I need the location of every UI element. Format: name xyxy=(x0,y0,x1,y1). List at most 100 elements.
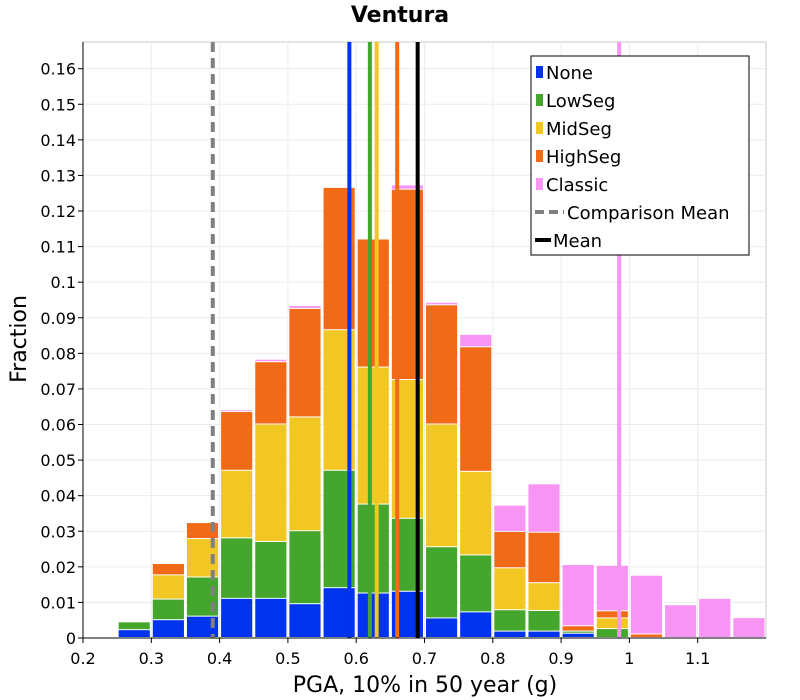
bar-highseg-bin-12 xyxy=(528,532,560,583)
bar-lowseg-bin-7 xyxy=(357,504,389,593)
bar-highseg-bin-1 xyxy=(152,563,184,575)
y-tick-label: 0.11 xyxy=(40,238,76,257)
y-tick-label: 0.15 xyxy=(40,95,76,114)
bar-lowseg-bin-5 xyxy=(289,531,321,604)
legend-swatch-lowseg xyxy=(536,94,543,106)
bar-classic-bin-14 xyxy=(596,565,628,611)
bar-none-bin-7 xyxy=(357,593,389,637)
y-tick-label: 0 xyxy=(66,629,76,648)
bar-highseg-bin-15 xyxy=(630,634,663,637)
bar-highseg-bin-10 xyxy=(460,347,492,471)
bar-lowseg-bin-9 xyxy=(426,547,458,618)
bar-highseg-bin-13 xyxy=(562,626,594,631)
x-tick-label: 0.2 xyxy=(70,649,95,668)
bar-none-bin-4 xyxy=(255,598,287,637)
bar-none-bin-11 xyxy=(494,631,526,637)
bar-highseg-bin-3 xyxy=(221,412,253,470)
bar-classic-bin-15 xyxy=(630,575,663,634)
bar-none-bin-9 xyxy=(426,618,458,637)
x-tick-label: 1 xyxy=(624,649,634,668)
x-tick-label: 0.8 xyxy=(480,649,505,668)
bar-none-bin-2 xyxy=(186,616,219,637)
bar-highseg-bin-4 xyxy=(255,362,287,424)
bar-classic-bin-9 xyxy=(426,302,458,305)
bar-classic-bin-17 xyxy=(699,598,731,637)
bar-midseg-bin-3 xyxy=(221,470,253,538)
bar-midseg-bin-11 xyxy=(494,568,526,610)
legend-label-comparison-mean: Comparison Mean xyxy=(567,203,730,224)
bar-classic-bin-16 xyxy=(665,605,697,637)
bar-none-bin-10 xyxy=(460,612,492,637)
legend-swatch-midseg xyxy=(536,122,543,134)
bar-lowseg-bin-11 xyxy=(494,610,526,631)
bar-highseg-bin-11 xyxy=(494,531,526,568)
bar-classic-bin-3 xyxy=(221,410,253,412)
bar-lowseg-bin-10 xyxy=(460,555,492,612)
y-tick-label: 0.05 xyxy=(40,451,76,470)
axes: 0.2 0.3 0.4 0.5 0.6 0.7 0.8 0.9 1 1.1 0 0.01 0.02 0.0… xyxy=(40,42,766,668)
legend-swatch-none xyxy=(536,66,543,78)
bar-none-bin-12 xyxy=(528,631,560,637)
legend: None LowSeg MidSeg HighSeg Classic Comparison… xyxy=(530,55,750,256)
y-tick-label: 0.04 xyxy=(40,487,76,506)
y-tick-label: 0.08 xyxy=(40,344,76,363)
bar-lowseg-bin-12 xyxy=(528,610,560,631)
x-tick-label: 0.7 xyxy=(412,649,437,668)
x-tick-label: 0.6 xyxy=(343,649,368,668)
bar-highseg-bin-7 xyxy=(357,239,389,367)
x-tick-label: 0.4 xyxy=(207,649,232,668)
bar-classic-bin-4 xyxy=(255,359,287,362)
bar-highseg-bin-9 xyxy=(426,305,458,424)
legend-label-highseg: HighSeg xyxy=(546,147,621,168)
x-tick-label: 1.1 xyxy=(685,649,710,668)
bar-lowseg-bin-13 xyxy=(562,631,594,633)
x-tick-label: 0.3 xyxy=(139,649,164,668)
bar-none-bin-13 xyxy=(562,633,594,637)
legend-label-classic: Classic xyxy=(546,175,608,196)
y-tick-label: 0.09 xyxy=(40,309,76,328)
y-tick-label: 0.1 xyxy=(51,273,76,292)
bar-midseg-bin-10 xyxy=(460,471,492,555)
bar-midseg-bin-9 xyxy=(426,424,458,547)
bar-none-bin-0 xyxy=(118,630,150,637)
legend-label-midseg: MidSeg xyxy=(546,119,612,140)
legend-label-none: None xyxy=(546,63,593,84)
bar-classic-bin-8 xyxy=(391,185,423,189)
y-tick-label: 0.02 xyxy=(40,558,76,577)
x-tick-label: 0.9 xyxy=(548,649,573,668)
bar-lowseg-bin-3 xyxy=(221,538,253,598)
chart-title: Ventura xyxy=(351,3,449,28)
bar-midseg-bin-5 xyxy=(289,417,321,531)
legend-swatch-classic xyxy=(536,178,543,190)
y-axis-label: Fraction xyxy=(7,295,32,383)
bar-midseg-bin-12 xyxy=(528,583,560,610)
bar-classic-bin-10 xyxy=(460,334,492,347)
y-tick-label: 0.12 xyxy=(40,202,76,221)
legend-swatch-highseg xyxy=(536,150,543,162)
x-axis-label: PGA, 10% in 50 year (g) xyxy=(293,673,557,698)
y-tick-label: 0.01 xyxy=(40,593,76,612)
bar-lowseg-bin-1 xyxy=(152,599,184,620)
bar-none-bin-1 xyxy=(152,620,184,637)
legend-label-mean: Mean xyxy=(553,231,602,252)
bar-highseg-bin-5 xyxy=(289,308,321,417)
bar-midseg-bin-1 xyxy=(152,575,184,599)
bar-lowseg-bin-14 xyxy=(596,629,628,637)
bar-none-bin-3 xyxy=(221,598,253,637)
bar-lowseg-bin-0 xyxy=(118,622,150,630)
bar-classic-bin-11 xyxy=(494,505,526,531)
y-tick-label: 0.06 xyxy=(40,416,76,435)
bar-highseg-bin-2 xyxy=(186,523,219,539)
y-tick-label: 0.16 xyxy=(40,60,76,79)
bar-lowseg-bin-4 xyxy=(255,541,287,598)
y-tick-label: 0.13 xyxy=(40,166,76,185)
bar-midseg-bin-4 xyxy=(255,424,287,541)
bar-none-bin-5 xyxy=(289,604,321,637)
bar-classic-bin-12 xyxy=(528,484,560,532)
legend-label-lowseg: LowSeg xyxy=(546,91,615,112)
bar-midseg-bin-14 xyxy=(596,618,628,629)
mean-lines xyxy=(210,42,622,638)
y-tick-label: 0.14 xyxy=(40,131,76,150)
bar-classic-bin-5 xyxy=(289,306,321,308)
